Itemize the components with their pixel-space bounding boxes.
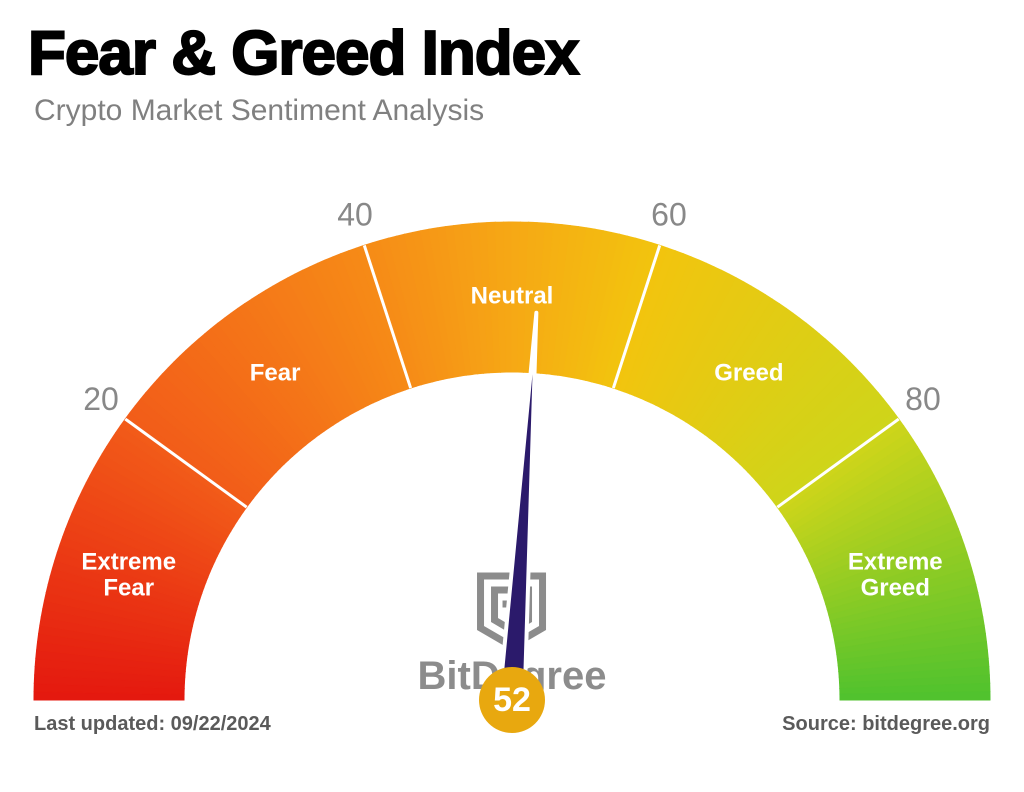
gauge-value: 52 [493,681,531,720]
fear-greed-card: Fear & Greed Index Crypto Market Sentime… [0,0,1024,792]
gauge-tick: 40 [337,196,373,232]
gauge-tick: 20 [83,381,119,417]
gauge-segment-label: Neutral [471,282,554,309]
gauge-value-badge: 52 [479,667,545,733]
source-attribution: Source: bitdegree.org [782,713,990,736]
gauge-segment-label: Fear [250,359,301,386]
gauge-segment-label: ExtremeGreed [848,549,943,602]
gauge-tick: 60 [651,196,687,232]
gauge-segment-label: Greed [714,359,783,386]
gauge-tick: 80 [905,381,941,417]
last-updated: Last updated: 09/22/2024 [34,713,271,736]
